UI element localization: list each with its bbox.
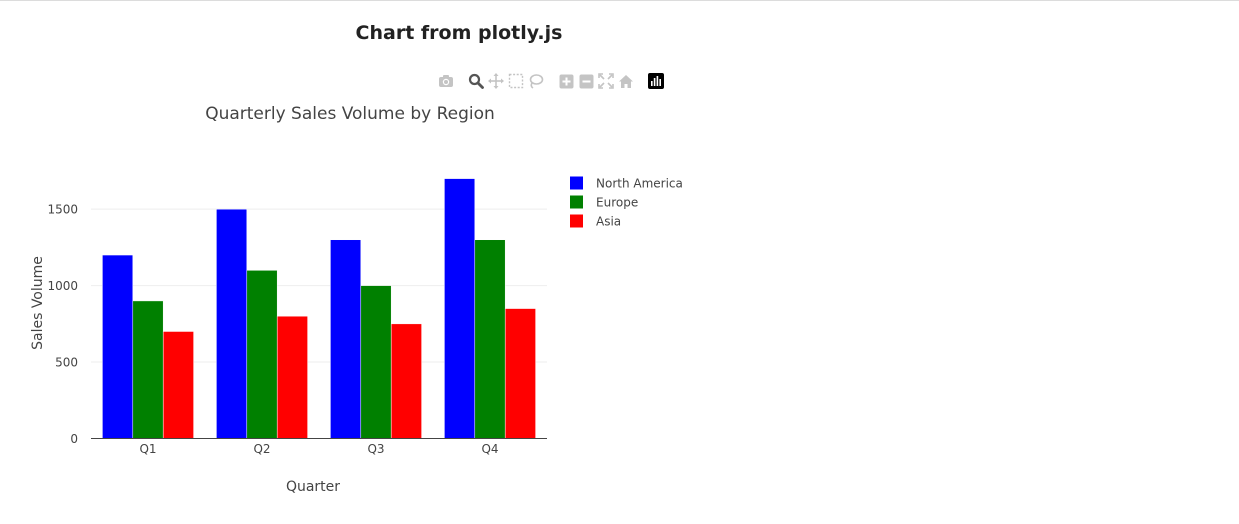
bars: [102, 178, 536, 439]
x-axis-ticks: Q1 Q2 Q3 Q4: [139, 442, 498, 456]
x-axis-title: Quarter: [286, 479, 340, 495]
y-tick-label: 500: [55, 356, 78, 370]
zoom-icon[interactable]: [466, 72, 486, 90]
chart-title: Quarterly Sales Volume by Region: [205, 104, 495, 124]
top-border: [0, 0, 1239, 1]
page-title: Chart from plotly.js: [355, 22, 563, 44]
legend: North America Europe Asia: [570, 176, 683, 229]
x-tick-label: Q1: [139, 442, 156, 456]
legend-label: Europe: [596, 196, 638, 210]
pan-icon[interactable]: [486, 72, 506, 90]
zoom-out-icon[interactable]: [576, 72, 596, 90]
bar: [276, 315, 308, 439]
bar: [330, 239, 362, 439]
legend-swatch: [570, 214, 583, 228]
x-tick-label: Q2: [253, 442, 270, 456]
bar: [390, 323, 422, 439]
bar: [504, 308, 536, 439]
x-tick-label: Q4: [481, 442, 498, 456]
camera-icon[interactable]: [436, 72, 456, 90]
autoscale-icon[interactable]: [596, 72, 616, 90]
y-tick-label: 0: [70, 432, 78, 446]
y-axis-ticks: 0 500 1000 1500: [47, 203, 78, 446]
y-tick-label: 1500: [47, 203, 78, 217]
bar: [132, 300, 164, 439]
chart-modebar: [436, 72, 666, 90]
bar: [360, 285, 392, 439]
bar: [444, 178, 476, 439]
bar: [102, 254, 134, 439]
bar: [246, 270, 278, 439]
x-tick-label: Q3: [367, 442, 384, 456]
legend-swatch: [570, 176, 583, 190]
legend-label: North America: [596, 177, 683, 191]
lasso-select-icon[interactable]: [526, 72, 546, 90]
bar: [162, 331, 194, 439]
bar: [216, 208, 248, 439]
legend-label: Asia: [596, 215, 621, 229]
box-select-icon[interactable]: [506, 72, 526, 90]
zoom-in-icon[interactable]: [556, 72, 576, 90]
reset-axes-icon[interactable]: [616, 72, 636, 90]
bar: [474, 239, 506, 439]
plotly-logo-icon[interactable]: [646, 72, 666, 90]
y-tick-label: 1000: [47, 279, 78, 293]
legend-swatch: [570, 195, 583, 209]
y-axis-title: Sales Volume: [30, 256, 46, 350]
